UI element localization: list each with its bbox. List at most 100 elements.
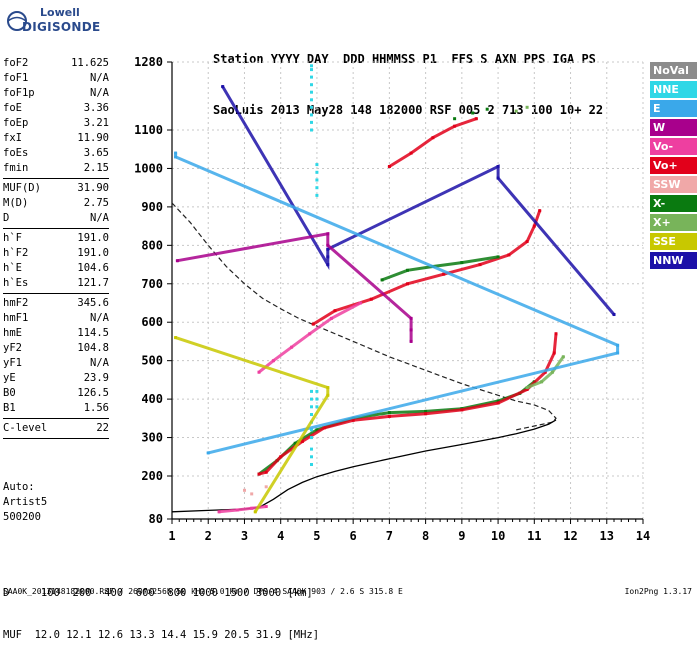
param-value: N/A [90,87,109,99]
data-point-nne [315,178,319,182]
param-value: 191.0 [77,247,109,259]
param-name: foEs [3,147,29,159]
param-name: foF1p [3,87,35,99]
param-name: MUF(D) [3,182,41,194]
param-row: yF1 N/A [3,356,109,371]
x-tick-label: 3 [241,529,248,543]
param-name: hmF2 [3,297,29,309]
x-tick-label: 12 [563,529,577,543]
param-value: 23.9 [83,372,109,384]
trace-vo [257,332,558,476]
param-row: foEp 3.21 [3,116,109,131]
param-row: C-level 22 [3,421,109,436]
param-value: N/A [90,72,109,84]
muf-frequency-row: MUF 12.0 12.1 12.6 13.3 14.4 15.9 20.5 3… [3,629,320,641]
data-point-nne [310,428,313,432]
logo-text-digisonde: DIGISONDE [22,20,101,34]
y-tick-label: 400 [141,392,163,406]
param-value: 345.6 [77,297,109,309]
x-tick-label: 1 [168,529,175,543]
param-value: N/A [90,312,109,324]
x-tick-label: 4 [277,529,284,543]
footer-program-version: Ion2Png 1.3.17 [624,587,692,596]
data-point-nne [315,186,319,190]
trace-vo [311,209,542,326]
param-row: fmin 2.15 [3,161,109,176]
trace-e [174,151,620,455]
param-name: foF1 [3,72,29,84]
param-name: B1 [3,402,16,414]
param-value: 2.15 [83,162,109,174]
param-row: foF1p N/A [3,86,109,101]
x-tick-label: 7 [386,529,393,543]
data-point-nne [310,64,313,68]
param-name: yF2 [3,342,22,354]
legend-item-noval-0: NoVal [650,62,697,79]
param-row: foE 3.36 [3,101,109,116]
data-point-nne [315,163,319,167]
legend-item-w-3: W [650,119,697,136]
param-divider [3,293,109,294]
param-name: h`F [3,232,22,244]
data-point-nne [310,463,313,466]
param-value: 31.90 [77,182,109,194]
logo-text-lowell: Lowell [40,6,80,19]
data-point-nne [310,90,313,94]
param-row: D N/A [3,211,109,226]
param-value: 11.90 [77,132,109,144]
y-tick-label: 80 [149,512,163,526]
param-name: hmF1 [3,312,29,324]
y-tick-label: 600 [141,315,163,329]
param-row: hmF1 N/A [3,311,109,326]
x-tick-label: 5 [313,529,320,543]
auto-label: Auto: [3,481,35,493]
data-point-nne [315,389,319,393]
param-name: h`F2 [3,247,29,259]
param-name: yF1 [3,357,22,369]
legend-item-nnw-10: NNW [650,252,697,269]
param-divider [3,438,109,439]
data-point-nne [310,68,313,72]
autoscaling-info: Auto: Artist5 500200 [3,480,47,525]
param-name: foF2 [3,57,29,69]
x-tick-label: 11 [527,529,541,543]
param-row: foEs 3.65 [3,146,109,161]
legend-item-nne-1: NNE [650,81,697,98]
data-point-nne [310,120,313,124]
param-name: yE [3,372,16,384]
lowell-digisonde-logo: Lowell DIGISONDE [2,4,152,40]
param-row: hmF2 345.6 [3,296,109,311]
data-point-nne [310,83,313,87]
legend-item-sse-9: SSE [650,233,697,250]
x-tick-label: 6 [350,529,357,543]
legend-item-vo-5: Vo+ [650,157,697,174]
y-tick-label: 800 [141,238,163,252]
data-point-ssw [264,485,268,489]
param-value: N/A [90,357,109,369]
y-tick-label: 900 [141,200,163,214]
data-point-x [525,105,529,109]
param-name: fxI [3,132,22,144]
y-tick-label: 500 [141,354,163,368]
param-value: 3.65 [83,147,109,159]
x-tick-label: 10 [491,529,505,543]
y-tick-label: 1280 [134,55,163,69]
data-point-nne [310,413,313,416]
data-point-x [485,107,489,111]
legend-item-x-8: X+ [650,214,697,231]
param-name: fmin [3,162,29,174]
data-point-ssw [250,492,254,496]
data-point-nne [310,436,313,440]
param-row: B1 1.56 [3,401,109,416]
legend-item-vo-4: Vo- [650,138,697,155]
param-value: 191.0 [77,232,109,244]
y-tick-label: 200 [141,469,163,483]
data-point-nne [310,98,313,102]
x-tick-label: 2 [205,529,212,543]
y-tick-label: 1000 [134,161,163,175]
data-point-nne [310,447,313,451]
legend-item-ssw-6: SSW [650,176,697,193]
param-name: C-level [3,422,48,434]
param-row: yF2 104.8 [3,341,109,356]
param-row: hmE 114.5 [3,326,109,341]
